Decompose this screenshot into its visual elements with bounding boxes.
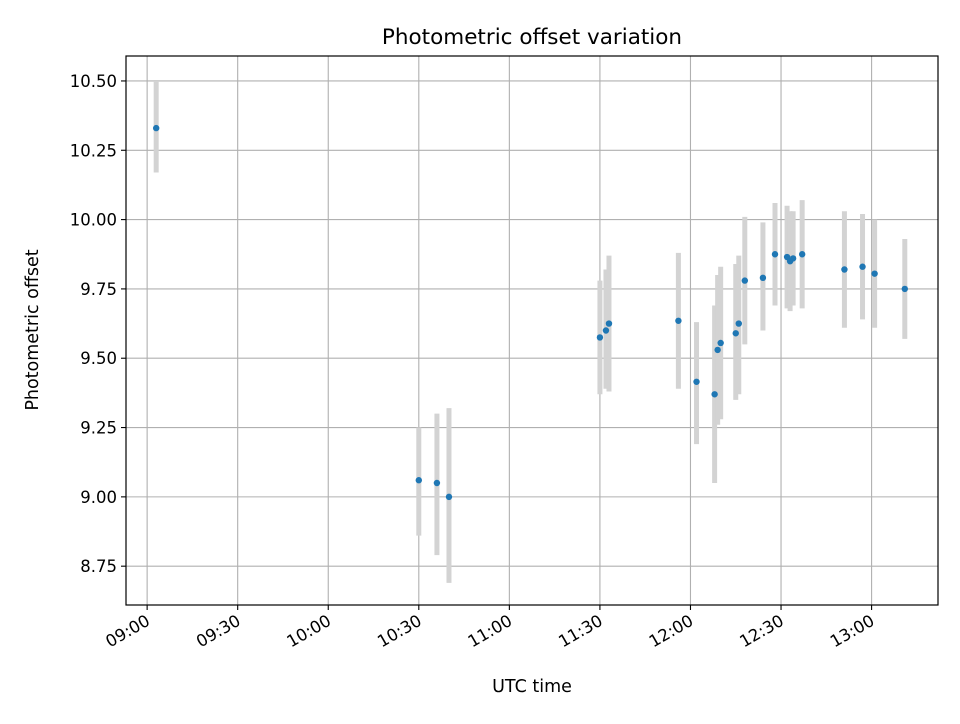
y-tick-label: 10.00 [70, 211, 117, 230]
y-tick-label: 9.75 [80, 280, 117, 299]
data-point [901, 285, 908, 293]
data-point [798, 251, 806, 258]
plot-frame [125, 55, 939, 606]
grid-lines [126, 56, 938, 605]
data-point [445, 493, 453, 501]
y-axis-ticks: 8.75 9.00 9.25 9.50 9.75 10.00 10.25 10.50 [70, 72, 126, 576]
data-point [596, 334, 604, 341]
data-point [415, 477, 423, 484]
x-axis-label: UTC time [492, 677, 572, 697]
data-point [871, 270, 878, 277]
data-point [732, 330, 739, 337]
data-point [605, 320, 613, 327]
data-point [602, 327, 610, 334]
data-point [693, 378, 700, 385]
y-tick-label: 8.75 [80, 557, 117, 576]
y-tick-label: 10.25 [70, 141, 117, 160]
data-point [741, 277, 749, 284]
data-points [152, 124, 908, 501]
data-point [152, 124, 160, 132]
data-point [771, 251, 779, 258]
data-point [711, 391, 718, 398]
y-tick-label: 9.50 [80, 349, 117, 368]
data-point [433, 479, 441, 487]
data-point [841, 266, 848, 273]
data-point [859, 263, 866, 270]
data-point [735, 320, 742, 327]
data-point [789, 255, 797, 262]
data-point [675, 317, 682, 324]
y-tick-label: 9.25 [80, 419, 117, 438]
chart-title: Photometric offset variation [382, 25, 682, 50]
data-point [714, 346, 721, 354]
y-tick-label: 10.50 [70, 72, 117, 91]
y-tick-label: 9.00 [80, 488, 117, 507]
data-point [717, 339, 724, 347]
y-axis-label: Photometric offset [23, 249, 43, 410]
data-point [759, 274, 767, 282]
